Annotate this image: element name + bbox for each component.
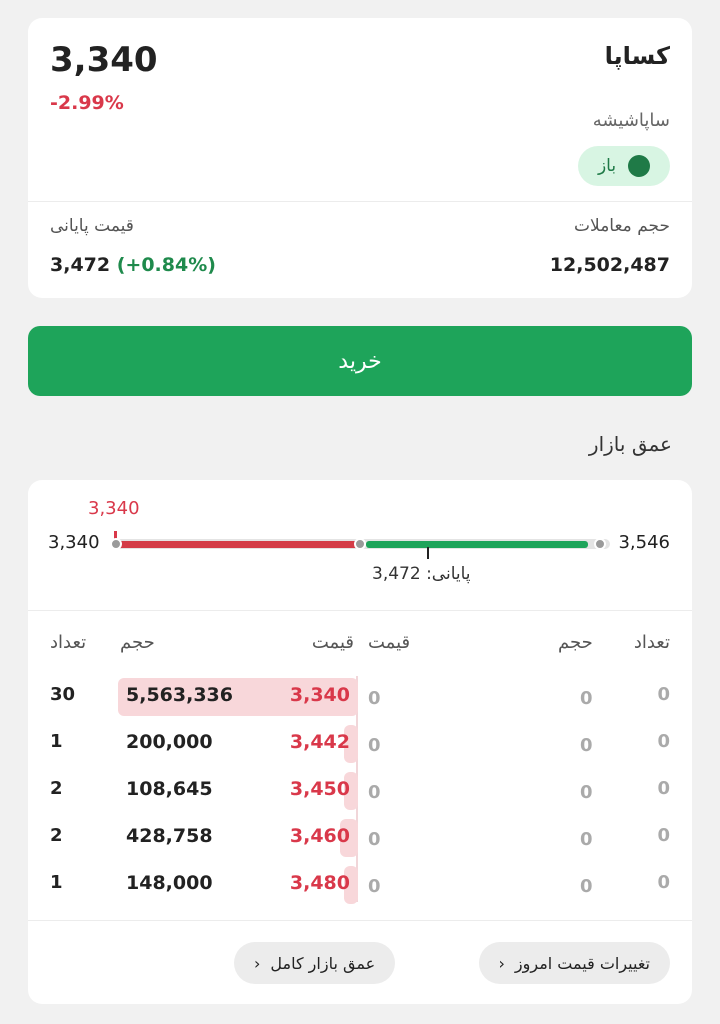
market-depth-title: عمق بازار <box>588 432 672 456</box>
price-changes-today-button[interactable]: تغییرات قیمت امروز ‹ <box>478 942 670 984</box>
header-buy-price: قیمت <box>311 632 354 653</box>
buy-volume-highlight <box>344 866 358 904</box>
buy-count: 30 <box>50 684 76 705</box>
range-low-knob <box>110 538 122 550</box>
sell-count: 0 <box>657 872 670 893</box>
buy-count: 2 <box>50 825 63 846</box>
closing-price-label: قیمت پایانی <box>50 216 134 236</box>
buy-volume: 5,563,336 <box>126 684 233 706</box>
buy-count: 1 <box>50 731 63 752</box>
market-depth-card: 3,340 3,340 3,546 پایانی: 3,472 تعداد حج… <box>28 480 692 1004</box>
closing-price: 3,472 (+0.84%) <box>50 254 216 276</box>
buy-count: 2 <box>50 778 63 799</box>
market-status-label: باز <box>597 156 617 176</box>
full-market-depth-button[interactable]: عمق بازار کامل ‹ <box>234 942 396 984</box>
header-sell-price: قیمت <box>368 632 411 653</box>
volume-value: 12,502,487 <box>549 254 670 276</box>
sell-volume: 0 <box>580 876 593 897</box>
range-bar-decline <box>114 541 360 548</box>
range-high-knob <box>594 538 606 550</box>
depth-row: 30 5,563,336 3,340 0 0 0 <box>28 674 692 720</box>
range-mid-knob <box>354 538 366 550</box>
sell-price[interactable]: 0 <box>368 688 381 709</box>
price-change-percent: -2.99% <box>50 92 124 114</box>
buy-price[interactable]: 3,480 <box>289 872 350 894</box>
sell-volume: 0 <box>580 782 593 803</box>
price-changes-label: تغییرات قیمت امروز <box>514 953 650 973</box>
current-price-marker-label: 3,340 <box>88 498 140 519</box>
last-price: 3,340 <box>50 40 158 80</box>
depth-row: 2 428,758 3,460 0 0 0 <box>28 815 692 861</box>
buy-volume-highlight <box>344 772 358 810</box>
range-bar-advance <box>366 541 588 548</box>
price-range-high: 3,546 <box>618 532 670 553</box>
sell-count: 0 <box>657 731 670 752</box>
closing-price-caption: پایانی: 3,472 <box>372 564 471 584</box>
footer-divider <box>28 920 692 921</box>
header-sell-volume: حجم <box>558 632 593 653</box>
price-range-low: 3,340 <box>48 532 100 553</box>
buy-price[interactable]: 3,450 <box>289 778 350 800</box>
buy-volume-highlight <box>118 678 358 716</box>
buy-volume-highlight <box>344 725 358 763</box>
sell-price[interactable]: 0 <box>368 829 381 850</box>
sell-price[interactable]: 0 <box>368 876 381 897</box>
sell-volume: 0 <box>580 735 593 756</box>
depth-row: 1 148,000 3,480 0 0 0 <box>28 862 692 908</box>
buy-price[interactable]: 3,460 <box>289 825 350 847</box>
chevron-left-icon: ‹ <box>254 953 261 973</box>
buy-button[interactable]: خرید <box>28 326 692 396</box>
buy-volume: 148,000 <box>126 872 213 894</box>
sell-volume: 0 <box>580 829 593 850</box>
market-status-badge: باز <box>578 146 670 186</box>
buy-volume-highlight <box>339 819 358 857</box>
volume-label: حجم معاملات <box>574 216 670 236</box>
header-sell-count: تعداد <box>633 632 670 653</box>
sell-count: 0 <box>657 778 670 799</box>
header-buy-volume: حجم <box>120 632 155 653</box>
sell-price[interactable]: 0 <box>368 735 381 756</box>
buy-price[interactable]: 3,442 <box>289 731 350 753</box>
buy-volume: 200,000 <box>126 731 213 753</box>
sell-price[interactable]: 0 <box>368 782 381 803</box>
price-range-bar <box>110 531 610 559</box>
depth-row: 2 108,645 3,450 0 0 0 <box>28 768 692 814</box>
closing-price-change: (+0.84%) <box>116 254 216 276</box>
chevron-left-icon: ‹ <box>498 953 505 973</box>
sell-count: 0 <box>657 825 670 846</box>
full-depth-label: عمق بازار کامل <box>270 953 376 973</box>
buy-count: 1 <box>50 872 63 893</box>
summary-divider <box>28 201 692 202</box>
depth-divider <box>28 610 692 611</box>
status-dot-icon <box>628 155 651 177</box>
buy-volume: 108,645 <box>126 778 213 800</box>
closing-price-tick <box>427 547 429 559</box>
sell-volume: 0 <box>580 688 593 709</box>
closing-price-value: 3,472 <box>50 254 111 276</box>
depth-row: 1 200,000 3,442 0 0 0 <box>28 721 692 767</box>
buy-price[interactable]: 3,340 <box>289 684 350 706</box>
symbol-name: کساپا <box>604 42 670 70</box>
sell-count: 0 <box>657 684 670 705</box>
buy-volume: 428,758 <box>126 825 213 847</box>
company-name: ساپاشیشه <box>592 110 670 131</box>
header-buy-count: تعداد <box>50 632 87 653</box>
symbol-summary-card: کساپا ساپاشیشه 3,340 -2.99% باز حجم معام… <box>28 18 692 298</box>
